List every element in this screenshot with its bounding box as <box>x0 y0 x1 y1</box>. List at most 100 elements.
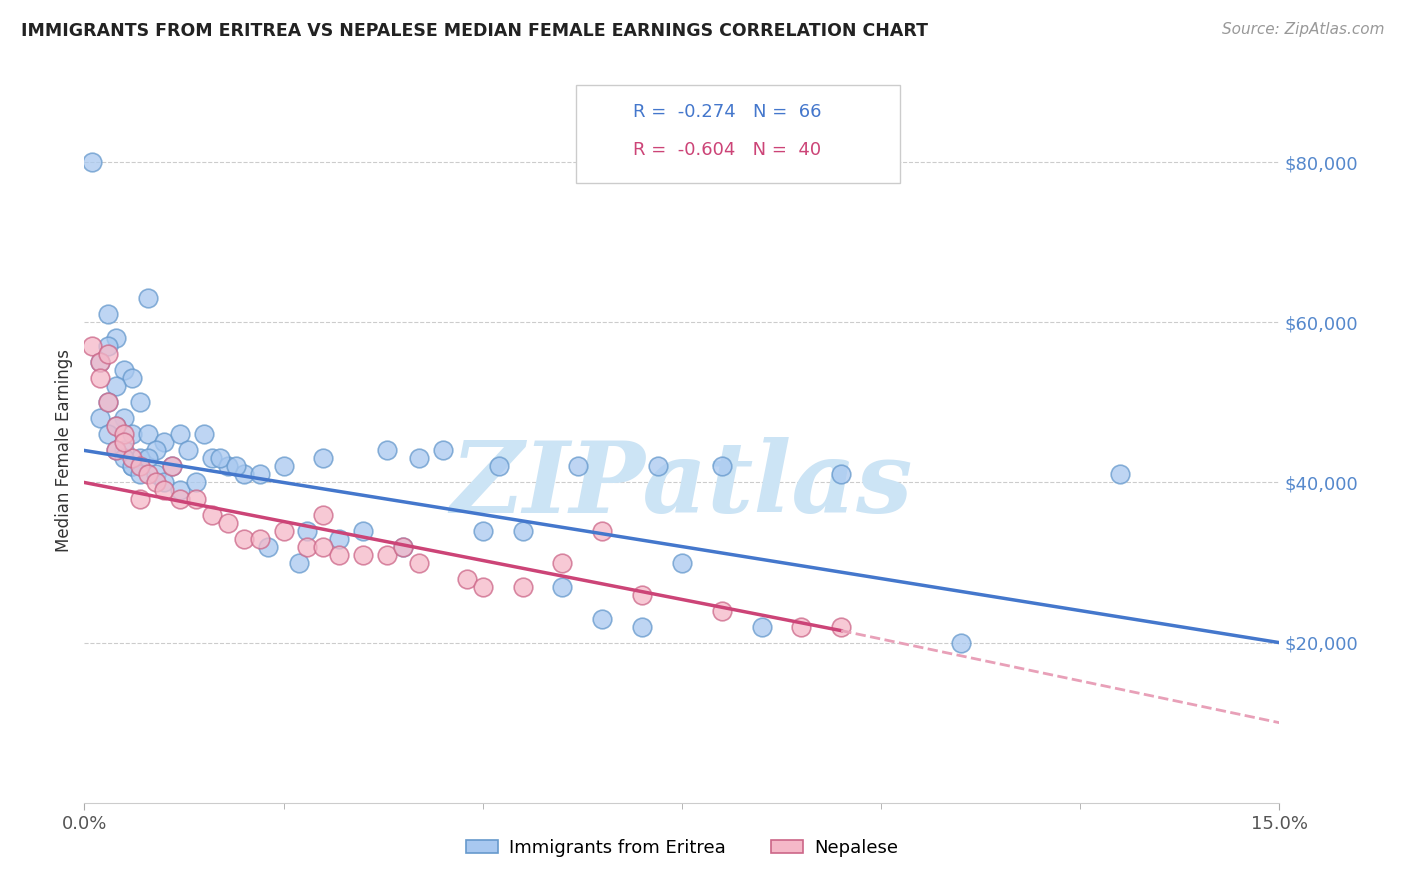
Point <box>591 524 613 538</box>
Point <box>129 491 152 506</box>
Point <box>232 532 254 546</box>
Point <box>225 459 247 474</box>
Point <box>121 459 143 474</box>
Point <box>256 540 278 554</box>
Point <box>121 427 143 442</box>
Point <box>105 419 128 434</box>
Point <box>89 355 111 369</box>
Point <box>129 395 152 409</box>
Point <box>408 556 430 570</box>
Point <box>312 508 335 522</box>
Point <box>551 580 574 594</box>
Point <box>471 580 494 594</box>
Point <box>153 475 176 490</box>
Point <box>375 443 398 458</box>
Point <box>352 524 374 538</box>
Legend: Immigrants from Eritrea, Nepalese: Immigrants from Eritrea, Nepalese <box>458 832 905 864</box>
Point <box>145 475 167 490</box>
Point <box>456 572 478 586</box>
Point <box>488 459 510 474</box>
Point <box>89 411 111 425</box>
Point <box>647 459 669 474</box>
Point <box>631 620 654 634</box>
Point <box>201 508 224 522</box>
Point <box>169 491 191 506</box>
Point <box>121 451 143 466</box>
Point <box>112 443 135 458</box>
Point <box>201 451 224 466</box>
Point <box>129 467 152 482</box>
Point <box>82 339 104 353</box>
Point <box>949 635 972 649</box>
Point <box>297 524 319 538</box>
Point <box>328 532 350 546</box>
Point <box>671 556 693 570</box>
Text: Source: ZipAtlas.com: Source: ZipAtlas.com <box>1222 22 1385 37</box>
Point <box>112 451 135 466</box>
Point <box>512 580 534 594</box>
Point <box>153 483 176 498</box>
Text: IMMIGRANTS FROM ERITREA VS NEPALESE MEDIAN FEMALE EARNINGS CORRELATION CHART: IMMIGRANTS FROM ERITREA VS NEPALESE MEDI… <box>21 22 928 40</box>
Point <box>312 451 335 466</box>
Point <box>208 451 231 466</box>
Point <box>97 427 120 442</box>
Point <box>97 395 120 409</box>
Point <box>129 451 152 466</box>
Point <box>169 483 191 498</box>
Point <box>790 620 813 634</box>
Point <box>97 347 120 361</box>
Point <box>830 620 852 634</box>
Point <box>830 467 852 482</box>
Point <box>145 467 167 482</box>
Point <box>136 291 159 305</box>
Point <box>471 524 494 538</box>
Point <box>145 443 167 458</box>
Point <box>232 467 254 482</box>
Point <box>129 459 152 474</box>
Point <box>97 307 120 321</box>
Point <box>112 411 135 425</box>
Point <box>710 604 733 618</box>
Point <box>392 540 415 554</box>
Point <box>136 427 159 442</box>
Point <box>1109 467 1132 482</box>
Point <box>112 435 135 450</box>
Point <box>352 548 374 562</box>
Point <box>82 155 104 169</box>
Point <box>567 459 589 474</box>
Point <box>97 339 120 353</box>
Point <box>105 443 128 458</box>
Point <box>160 459 183 474</box>
Point <box>217 516 239 530</box>
Point <box>184 475 207 490</box>
Point <box>97 395 120 409</box>
Point <box>184 491 207 506</box>
Point <box>193 427 215 442</box>
Point <box>591 612 613 626</box>
Point <box>273 524 295 538</box>
Point <box>297 540 319 554</box>
Point <box>312 540 335 554</box>
Point <box>328 548 350 562</box>
Point <box>408 451 430 466</box>
Point <box>89 371 111 385</box>
Point <box>288 556 311 570</box>
Point <box>112 427 135 442</box>
Point <box>217 459 239 474</box>
Point <box>177 443 200 458</box>
Point <box>105 331 128 345</box>
Point <box>392 540 415 554</box>
Point <box>432 443 454 458</box>
Point <box>169 427 191 442</box>
Point <box>121 371 143 385</box>
Point <box>249 532 271 546</box>
Y-axis label: Median Female Earnings: Median Female Earnings <box>55 349 73 552</box>
Point <box>751 620 773 634</box>
Point <box>375 548 398 562</box>
Text: R =  -0.274   N =  66: R = -0.274 N = 66 <box>633 103 821 120</box>
Point <box>105 419 128 434</box>
Point <box>710 459 733 474</box>
Point <box>512 524 534 538</box>
Point <box>136 467 159 482</box>
Point <box>89 355 111 369</box>
